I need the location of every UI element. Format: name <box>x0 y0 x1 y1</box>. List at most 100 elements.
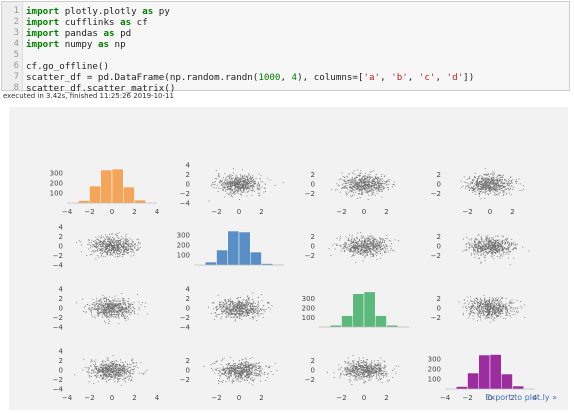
scatter-point <box>477 314 479 316</box>
scatter-point <box>362 246 364 248</box>
scatter-point <box>372 236 374 238</box>
scatter-point <box>475 181 477 183</box>
scatter-point <box>103 246 105 248</box>
scatter-point <box>245 176 247 178</box>
scatter-point <box>100 310 102 312</box>
scatter-point <box>110 314 112 316</box>
scatter-point <box>479 189 481 190</box>
scatter-point <box>106 299 107 301</box>
scatter-point <box>236 184 238 186</box>
scatter-point <box>366 190 368 192</box>
scatter-point <box>234 309 236 311</box>
scatter-point <box>345 181 347 183</box>
scatter-point <box>485 244 487 246</box>
scatter-point <box>362 241 364 243</box>
scatter-point <box>105 308 107 310</box>
scatter-point <box>500 243 502 245</box>
scatter-point <box>376 190 378 192</box>
scatter-point <box>98 256 100 258</box>
scatter-point <box>480 185 482 187</box>
scatter-point <box>224 185 226 187</box>
scatter-point <box>245 177 247 179</box>
scatter-point <box>353 186 355 188</box>
scatter-point <box>231 309 233 311</box>
scatter-point <box>488 194 489 196</box>
scatter-point <box>367 254 368 256</box>
scatter-point <box>240 303 242 305</box>
scatter-point <box>246 314 248 316</box>
scatter-point <box>100 246 102 248</box>
scatter-point <box>88 239 90 241</box>
scatter-point <box>503 191 505 193</box>
scatter-point <box>126 307 128 309</box>
scatter-point <box>122 313 124 315</box>
scatter-point <box>480 188 482 190</box>
scatter-point <box>357 186 359 188</box>
scatter-point <box>493 187 495 189</box>
scatter-point <box>372 246 374 248</box>
scatter-point <box>112 308 114 310</box>
scatter-point <box>479 191 481 193</box>
scatter-point <box>353 246 355 248</box>
scatter-point <box>228 181 230 183</box>
scatter-point <box>228 176 230 178</box>
scatter-point <box>134 313 136 315</box>
scatter-point <box>380 182 382 184</box>
scatter-point <box>362 237 364 239</box>
scatter-point <box>137 247 139 249</box>
scatter-point <box>483 181 485 183</box>
histogram-bar <box>216 249 228 266</box>
scatter-point <box>97 255 99 257</box>
scatter-point <box>113 308 115 310</box>
scatter-point <box>218 173 220 175</box>
scatter-point <box>366 189 368 191</box>
scatter-point <box>495 179 497 180</box>
scatter-point <box>237 303 239 305</box>
scatter-point <box>254 309 256 311</box>
scatter-point <box>376 242 378 244</box>
scatter-point <box>247 312 249 313</box>
scatter-point <box>105 314 107 316</box>
scatter-point <box>506 248 508 250</box>
scatter-point <box>397 240 399 242</box>
scatter-point <box>231 190 233 192</box>
scatter-point <box>126 247 128 249</box>
scatter-point <box>114 295 116 297</box>
scatter-point <box>361 193 363 195</box>
scatter-point <box>362 240 364 242</box>
scatter-point <box>229 300 231 302</box>
scatter-point <box>229 182 231 184</box>
scatter-point <box>242 303 244 305</box>
scatter-point <box>378 186 380 188</box>
scatter-point <box>493 242 495 243</box>
scatter-point <box>95 300 97 302</box>
scatter-point <box>115 233 116 235</box>
scatter-point <box>484 249 486 251</box>
scatter-point <box>374 180 376 182</box>
scatter-point <box>390 249 392 251</box>
scatter-point <box>123 301 125 303</box>
scatter-point <box>252 180 254 181</box>
scatter-point <box>127 243 129 245</box>
scatter-point <box>111 240 113 242</box>
scatter-point <box>117 246 118 248</box>
plot-output[interactable]: 100 200 300 −4 −2 0 2 4 4 2 0 −2 −4 −2 0 2 2 0 −2 −2 0 2 2 0 −2−… <box>9 107 568 410</box>
scatter-point <box>129 309 131 311</box>
scatter-point <box>345 185 347 187</box>
y-tick-label: −4 <box>53 262 64 270</box>
scatter-point <box>468 241 470 243</box>
scatter-point <box>472 179 474 181</box>
scatter-point <box>475 238 477 240</box>
scatter-point <box>218 305 220 307</box>
scatter-point <box>222 307 224 309</box>
scatter-point <box>359 250 361 252</box>
scatter-point <box>470 239 472 241</box>
scatter-point <box>509 243 511 245</box>
scatter-point <box>352 246 353 248</box>
scatter-point <box>233 304 235 306</box>
scatter-point <box>226 303 228 304</box>
scatter-point <box>490 255 492 257</box>
scatter-point <box>229 304 231 306</box>
